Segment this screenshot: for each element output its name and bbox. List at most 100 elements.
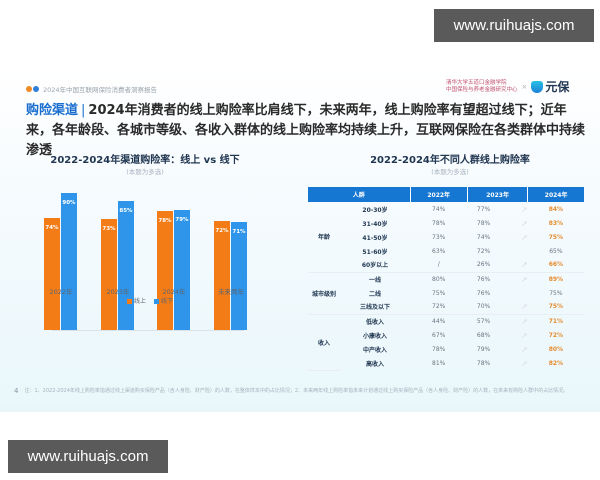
cell-2024: 84% bbox=[548, 205, 564, 213]
row-label: 二线 bbox=[368, 290, 381, 298]
trend-up-arrow-icon: ➚ bbox=[521, 232, 528, 242]
headline-separator: | bbox=[81, 103, 86, 118]
bar-offline-future: 71% bbox=[231, 222, 247, 330]
cell-2022: 44% bbox=[432, 317, 446, 325]
row-label: 中产收入 bbox=[362, 346, 387, 354]
bar-online-2024: 78% bbox=[157, 211, 173, 330]
cell-2023: 79% bbox=[476, 345, 491, 353]
table-row: 高收入 81% 78% ➚ 82% bbox=[308, 356, 584, 370]
cell-2024: 89% bbox=[548, 275, 564, 283]
row-label: 31-40岁 bbox=[362, 220, 388, 228]
brand-logo: 元保 bbox=[531, 78, 569, 95]
footnote: 4 注：1、2022-2024年线上购险率指通过线上渠道购买保险产品（含人身险、… bbox=[14, 388, 589, 395]
trend-up-arrow-icon: ➚ bbox=[499, 300, 528, 315]
row-label: 20-30岁 bbox=[362, 206, 388, 214]
orange-dot-icon bbox=[26, 86, 32, 92]
table-row: 中产收入 78% 79% ➚ 80% bbox=[308, 342, 584, 356]
cell-2024: 71% bbox=[548, 317, 564, 325]
watermark-top: www.ruihuajs.com bbox=[434, 9, 594, 42]
bar-group-future: 72% 71% bbox=[214, 178, 248, 330]
partner-line1: 清华大学五道口金融学院 bbox=[446, 79, 507, 86]
bar-chart-subtitle: (本题为多选) bbox=[126, 168, 164, 176]
legend-offline: 线下 bbox=[154, 296, 173, 305]
no-trend-cell bbox=[500, 244, 528, 258]
partner-logos: 清华大学五道口金融学院 中国保险与养老金融研究中心 × 元保 bbox=[446, 78, 569, 95]
x-label-2024: 2024年 bbox=[162, 288, 186, 296]
cell-2022: 63% bbox=[432, 247, 446, 255]
group-city: 城市级别 bbox=[308, 272, 340, 315]
row-label: 51-60岁 bbox=[362, 248, 388, 256]
trend-up-arrow-icon: ➚ bbox=[521, 274, 528, 284]
bar-group-2023: 73% 85% bbox=[101, 178, 135, 330]
bar-online-2023: 73% bbox=[101, 219, 117, 330]
cell-2023: 78% bbox=[476, 359, 491, 367]
cell-2024: 75% bbox=[548, 233, 564, 241]
row-label: 小康收入 bbox=[362, 332, 387, 340]
table-row: 小康收入 67% 68% ➚ 72% bbox=[308, 328, 584, 342]
bar-online-future: 72% bbox=[214, 220, 230, 330]
cell-2022: 74% bbox=[432, 205, 446, 213]
bar-chart-title: 2022-2024年渠道购险率：线上 vs 线下 bbox=[50, 155, 240, 166]
table-row: 51-60岁 63% 72% 65% bbox=[308, 244, 584, 258]
cell-2023: 76% bbox=[476, 275, 491, 283]
cell-2023: 68% bbox=[476, 331, 491, 339]
bar-group-2022: 74% 90% bbox=[44, 178, 78, 330]
table-row: 年龄 20-30岁 74% 77% ➚ 84% bbox=[308, 202, 584, 273]
cell-2023: 26% bbox=[467, 258, 500, 273]
cell-2024: 80% bbox=[548, 345, 564, 353]
bar-chart-plot: 74% 90% 73% 85% 78% 79% 72% 71% bbox=[44, 178, 247, 331]
group-rate-table: 人群 2022年 2023年 2024年 年龄 20-30岁 74% 77% ➚… bbox=[308, 187, 584, 371]
table-row: 二线 75% 76% 75% bbox=[308, 286, 584, 300]
row-label: 三线及以下 bbox=[340, 300, 410, 315]
brand-name: 元保 bbox=[545, 80, 570, 94]
cell-2022: / bbox=[410, 258, 468, 273]
page-number: 4 bbox=[14, 387, 19, 395]
cell-2024: 83% bbox=[548, 219, 564, 227]
legend-swatch-offline bbox=[154, 299, 160, 304]
legend-label-offline: 线下 bbox=[161, 298, 174, 305]
cell-2023: 57% bbox=[476, 317, 491, 325]
col-header-group: 人群 bbox=[308, 187, 411, 202]
table-subtitle: (本题为多选) bbox=[431, 168, 469, 176]
x-label-future: 未来两年 bbox=[218, 288, 244, 296]
cell-2024: 65% bbox=[549, 247, 563, 255]
group-age: 年龄 bbox=[308, 202, 340, 273]
cell-2022: 67% bbox=[432, 331, 446, 339]
row-label: 60岁以上 bbox=[340, 258, 410, 273]
no-trend-cell bbox=[500, 286, 528, 300]
bar-offline-2023: 85% bbox=[118, 200, 134, 330]
trend-up-arrow-icon: ➚ bbox=[521, 358, 528, 368]
x-label-2022: 2022年 bbox=[49, 288, 73, 296]
report-tag: 2024年中国互联网保险消费者洞察报告 bbox=[26, 84, 157, 94]
partner-institution: 清华大学五道口金融学院 中国保险与养老金融研究中心 bbox=[446, 80, 518, 94]
cell-2024: 66% bbox=[527, 258, 584, 273]
cell-2023: 74% bbox=[476, 233, 491, 241]
cell-2022: 78% bbox=[432, 219, 446, 227]
row-label: 低收入 bbox=[365, 318, 384, 326]
table-row: 三线及以下 72% 70% ➚ 75% bbox=[308, 300, 584, 315]
cell-2023: 76% bbox=[476, 289, 491, 297]
report-slide: 2024年中国互联网保险消费者洞察报告 清华大学五道口金融学院 中国保险与养老金… bbox=[0, 68, 600, 412]
table-row: 城市级别 一线 80% 76% ➚ 89% bbox=[308, 272, 584, 315]
col-header-2024: 2024年 bbox=[527, 187, 584, 202]
table-title: 2022-2024年不同人群线上购险率 bbox=[370, 155, 530, 166]
row-label: 41-50岁 bbox=[362, 234, 388, 242]
cell-2024: 75% bbox=[549, 289, 563, 297]
cell-2024: 82% bbox=[548, 359, 564, 367]
trend-up-arrow-icon: ➚ bbox=[521, 316, 528, 326]
headline-text: 2024年消费者的线上购险率比肩线下，未来两年，线上购险率有望超过线下；近年来，… bbox=[26, 103, 586, 158]
cell-2022: 81% bbox=[432, 359, 446, 367]
row-label: 高收入 bbox=[365, 360, 384, 368]
cell-2022: 72% bbox=[410, 300, 468, 315]
legend-label-online: 线上 bbox=[134, 298, 147, 305]
group-income: 收入 bbox=[308, 314, 340, 371]
cell-2022: 78% bbox=[432, 345, 446, 353]
table-row: 31-40岁 78% 78% ➚ 83% bbox=[308, 216, 584, 230]
col-header-2022: 2022年 bbox=[410, 187, 468, 202]
headline: 购险渠道 | 2024年消费者的线上购险率比肩线下，未来两年，线上购险率有望超过线下… bbox=[26, 101, 586, 161]
trend-up-arrow-icon: ➚ bbox=[499, 258, 528, 273]
table-row: 41-50岁 73% 74% ➚ 75% bbox=[308, 230, 584, 244]
cell-2024: 75% bbox=[527, 300, 584, 315]
partner-separator: × bbox=[521, 82, 528, 91]
cell-2023: 78% bbox=[476, 219, 491, 227]
